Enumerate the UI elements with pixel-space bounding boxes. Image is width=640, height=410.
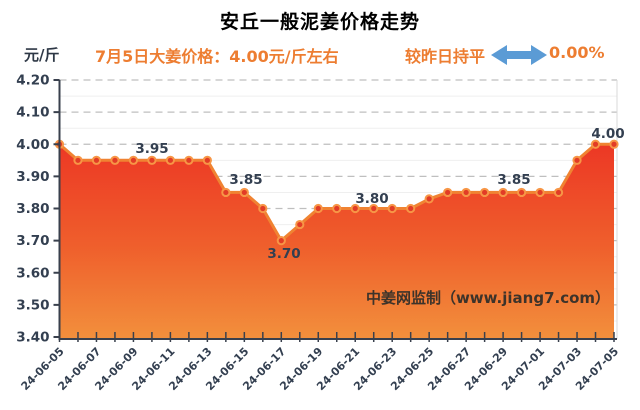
y-axis-label: 4.20 xyxy=(16,73,49,89)
change-label: 较昨日持平 xyxy=(405,47,486,66)
data-point-label: 3.85 xyxy=(229,172,262,188)
data-point-marker xyxy=(91,155,102,165)
data-point-marker xyxy=(313,203,323,214)
data-point-marker xyxy=(165,155,175,165)
data-point-marker xyxy=(350,203,360,214)
data-point-marker xyxy=(239,187,249,198)
data-point-marker xyxy=(221,187,231,198)
y-axis-label: 3.80 xyxy=(16,201,49,217)
data-point-marker xyxy=(516,187,527,198)
flat-double-arrow-shape xyxy=(491,45,547,65)
y-axis-label: 3.70 xyxy=(16,233,49,249)
data-point-marker xyxy=(480,187,490,198)
data-point-marker xyxy=(406,203,416,214)
data-point-marker xyxy=(553,187,564,198)
data-point-marker xyxy=(295,219,305,230)
y-axis-label: 3.60 xyxy=(16,265,49,281)
data-point-label: 4.00 xyxy=(591,126,624,142)
flat-double-arrow-icon xyxy=(491,45,547,65)
data-point-marker xyxy=(147,155,157,165)
data-point-marker xyxy=(590,139,601,149)
data-point-marker xyxy=(424,194,434,204)
change-percent: 0.00% xyxy=(549,43,605,62)
price-area-fill xyxy=(59,144,614,338)
data-point-marker xyxy=(369,203,379,214)
data-point-marker xyxy=(387,203,397,214)
y-axis-label: 4.10 xyxy=(16,105,49,121)
data-point-marker xyxy=(332,203,342,214)
page-title: 安丘一般泥姜价格走势 xyxy=(219,11,420,33)
data-point-marker xyxy=(609,139,619,149)
data-point-marker xyxy=(184,155,194,165)
y-axis-unit-label: 元/斤 xyxy=(24,46,60,64)
data-point-marker xyxy=(110,155,120,165)
data-point-marker xyxy=(572,155,582,165)
data-point-marker xyxy=(202,155,212,165)
data-point-marker xyxy=(73,155,83,165)
data-point-label: 3.80 xyxy=(355,191,388,207)
data-point-marker xyxy=(535,187,545,198)
data-point-marker xyxy=(258,203,268,214)
data-point-marker xyxy=(128,155,139,165)
data-point-marker xyxy=(443,187,453,198)
y-axis-label: 3.90 xyxy=(16,169,49,185)
y-axis-label: 4.00 xyxy=(16,137,49,153)
subheader: 元/斤 7月5日大姜价格：4.00元/斤左右 较昨日持平 0.00% xyxy=(0,42,640,68)
y-axis-label: 3.40 xyxy=(16,330,49,346)
data-point-marker xyxy=(461,187,471,198)
y-axis-label: 3.50 xyxy=(16,297,49,313)
current-price-note: 7月5日大姜价格：4.00元/斤左右 xyxy=(95,47,339,66)
data-point-marker xyxy=(498,187,508,198)
data-point-label: 3.85 xyxy=(497,172,530,188)
data-point-label: 3.70 xyxy=(267,246,300,262)
watermark: 中姜网监制（www.jiang7.com） xyxy=(366,289,610,307)
data-point-label: 3.95 xyxy=(135,141,168,157)
data-point-marker xyxy=(276,236,286,246)
